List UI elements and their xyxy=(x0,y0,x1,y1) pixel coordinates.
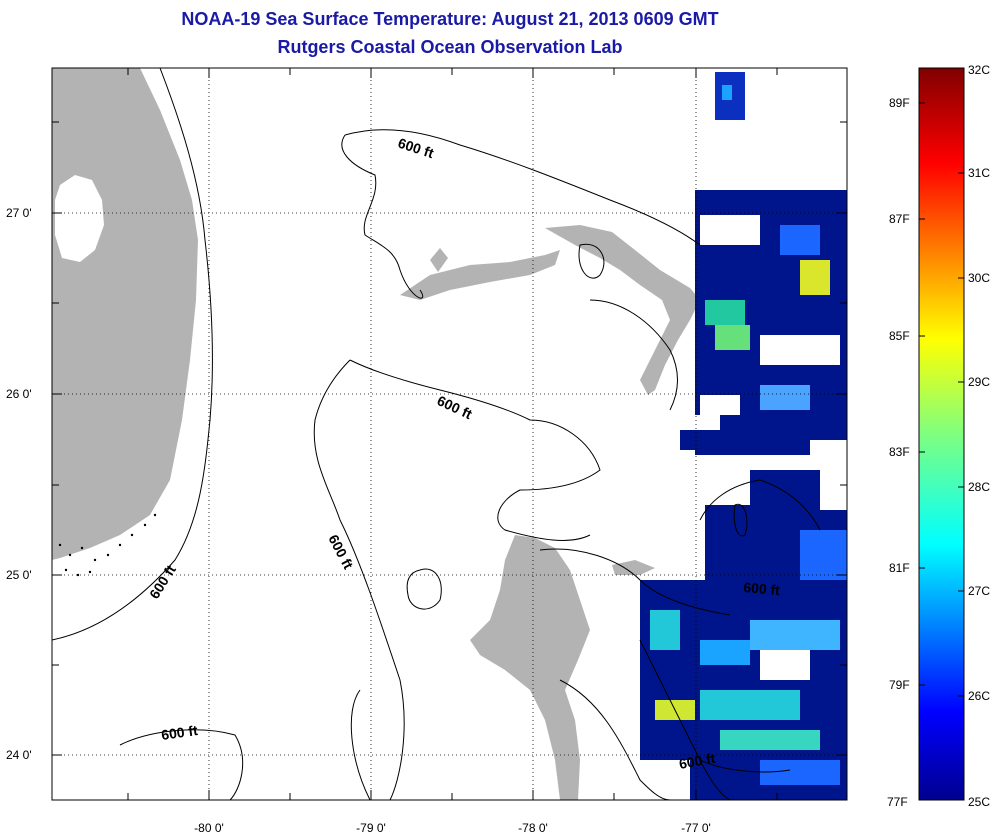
isobath-contours xyxy=(52,68,821,800)
sst-swath-south xyxy=(640,580,847,800)
contour-label-1: 600 ft xyxy=(396,135,436,162)
grand-bahama-west xyxy=(430,248,448,272)
lake-okeechobee xyxy=(55,175,104,262)
lat-tick-label: 27 0' xyxy=(6,206,32,220)
lat-tick-label: 25 0' xyxy=(6,568,32,582)
lon-tick-label: -80 0' xyxy=(194,821,224,835)
map-frame xyxy=(51,67,848,801)
lat-tick-label: 26 0' xyxy=(6,387,32,401)
contour-label-3: 600 ft xyxy=(325,532,356,572)
sst-swath-middle xyxy=(705,470,847,585)
map-title: NOAA-19 Sea Surface Temperature: August … xyxy=(181,9,719,29)
lon-tick-label: -78 0' xyxy=(518,821,548,835)
map-subtitle: Rutgers Coastal Ocean Observation Lab xyxy=(277,37,623,57)
abaco-land xyxy=(545,225,700,395)
lon-tick-label: -77 0' xyxy=(681,821,711,835)
new-providence-land xyxy=(612,560,655,575)
florida-keys xyxy=(58,513,157,577)
contour-label-2: 600 ft xyxy=(435,392,475,422)
andros-land xyxy=(470,535,590,800)
lat-tick-label: 24 0' xyxy=(6,748,32,762)
map-ticks xyxy=(52,68,847,800)
sst-swath-north xyxy=(680,72,847,455)
contour-label-7: 600 ft xyxy=(678,750,717,772)
lon-tick-label: -79 0' xyxy=(356,821,386,835)
graticule xyxy=(52,68,847,800)
florida-land xyxy=(52,68,198,560)
grand-bahama-land xyxy=(400,250,560,300)
contour-label-5: 600 ft xyxy=(160,722,199,743)
contour-label-4: 600 ft xyxy=(146,562,179,602)
contour-label-6: 600 ft xyxy=(743,579,781,598)
